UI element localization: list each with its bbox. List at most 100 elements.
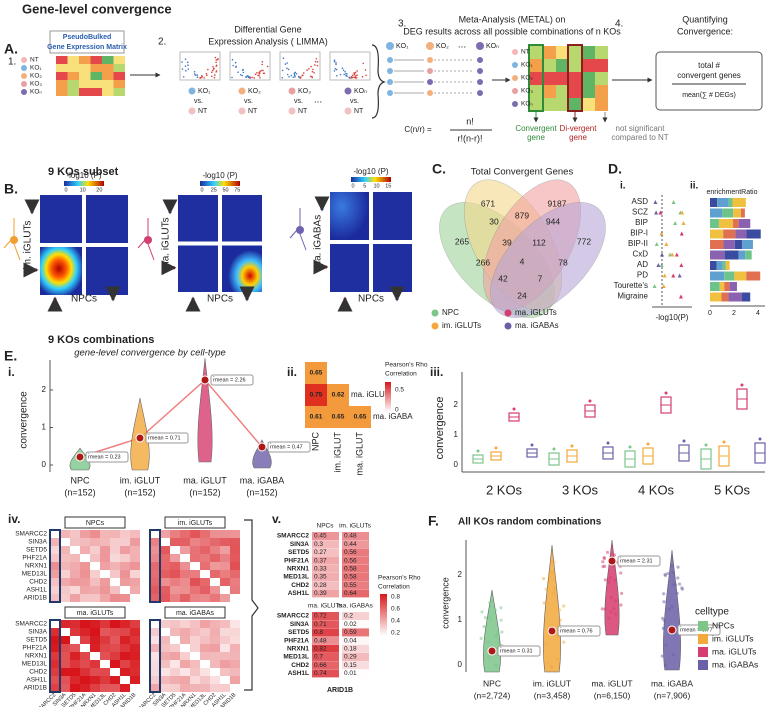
dot [251, 76, 253, 79]
corr-value: 0.61 [310, 414, 323, 421]
dot [256, 72, 258, 74]
label: ... [314, 95, 322, 106]
heatmap-cell [160, 644, 170, 652]
dot [612, 607, 616, 611]
dot [427, 57, 433, 63]
dot [344, 87, 352, 95]
heatmap-cell [90, 530, 100, 538]
corr-value: 0.28 [314, 582, 327, 589]
label: 5 [363, 183, 366, 189]
heatmap-cell [556, 72, 569, 85]
panel-header [64, 516, 126, 529]
dot [354, 77, 357, 79]
heatmap-cell [120, 586, 130, 594]
heatmap-cell [200, 620, 210, 628]
corr-value: 0.35 [314, 574, 327, 581]
shape [279, 51, 321, 81]
dot [614, 612, 618, 616]
label: ma. iGLUT [354, 432, 364, 476]
heatmap-cell [100, 644, 110, 652]
heatmap-cell [210, 652, 220, 660]
heatmap-cell [530, 85, 543, 98]
label: PHF21A [284, 637, 309, 644]
label: celltype [695, 607, 729, 618]
corr-value: 0.48 [314, 637, 327, 644]
heatmap-cell [130, 546, 140, 554]
legend-swatch [698, 621, 708, 631]
label: MED13L [283, 574, 309, 581]
corr-cell [312, 564, 339, 573]
heatmap-cell [569, 85, 582, 98]
heatmap-cell [100, 546, 110, 554]
legend-swatch [698, 634, 708, 644]
label: -log10 (P) [202, 171, 237, 180]
heatmap-cell [210, 570, 220, 578]
shape [671, 273, 676, 278]
dot [333, 59, 336, 62]
corr-cell [342, 661, 369, 670]
brace [244, 519, 259, 691]
dot [242, 71, 245, 74]
heatmap-cell [190, 668, 200, 676]
shape [653, 200, 658, 204]
heatmap-cell [180, 652, 190, 660]
dot [548, 574, 552, 578]
heatmap-cell [70, 668, 80, 676]
heatmap-cell [110, 538, 120, 546]
label: KO₂ [521, 75, 533, 82]
heatmap-cell [190, 586, 200, 594]
dot [609, 576, 613, 580]
label: ARID1B [24, 685, 47, 692]
label: (n=2,724) [474, 690, 511, 700]
heatmap-cell [230, 538, 240, 546]
bar-segment [710, 229, 724, 239]
dot [239, 73, 242, 76]
corr-cell [342, 540, 369, 549]
heatmap-cell [50, 620, 60, 628]
dot [294, 71, 297, 74]
heatmap-cell [160, 660, 170, 668]
label: (n=152) [189, 487, 220, 497]
shape [49, 30, 125, 54]
dot [316, 64, 319, 67]
heatmap-cell [80, 684, 90, 692]
label: CxD [632, 250, 648, 259]
label: mean(∑ # DEGs) [682, 92, 736, 99]
dot [353, 72, 356, 75]
dot [194, 74, 197, 77]
label: vs. [194, 98, 203, 105]
corr-cell [312, 556, 339, 565]
heatmap-cell [200, 594, 210, 602]
heatmap-cell [200, 684, 210, 692]
dot [613, 599, 618, 603]
heatmap-cell [130, 628, 140, 636]
corr-value: 0.58 [344, 574, 357, 581]
dot [187, 64, 189, 67]
dot [144, 236, 152, 244]
venn-count: 9187 [548, 198, 567, 208]
heatmap-quadrant [86, 195, 128, 243]
dot [254, 73, 257, 76]
heatmap-cell [90, 570, 100, 578]
label: Differential Gene [234, 24, 301, 34]
dot [477, 90, 483, 96]
corr-cell [312, 532, 339, 540]
corr-cell [327, 406, 349, 428]
bar-segment [710, 261, 717, 270]
heatmap-cell [180, 668, 190, 676]
heatmap-cell [160, 554, 170, 562]
corr-cell [342, 564, 369, 573]
label: ma. iGABAs [313, 215, 324, 269]
figure-title: Gene-level convergence [22, 1, 172, 16]
dot [499, 606, 503, 610]
heatmap-cell [210, 620, 220, 628]
heatmap-cell [230, 668, 240, 676]
dot [356, 74, 358, 77]
heatmap-cell [220, 546, 230, 554]
dot [181, 68, 184, 70]
corr-cell [342, 581, 369, 590]
heatmap-cell [130, 660, 140, 668]
heatmap-cell [230, 684, 240, 692]
heatmap-cell [90, 72, 102, 80]
